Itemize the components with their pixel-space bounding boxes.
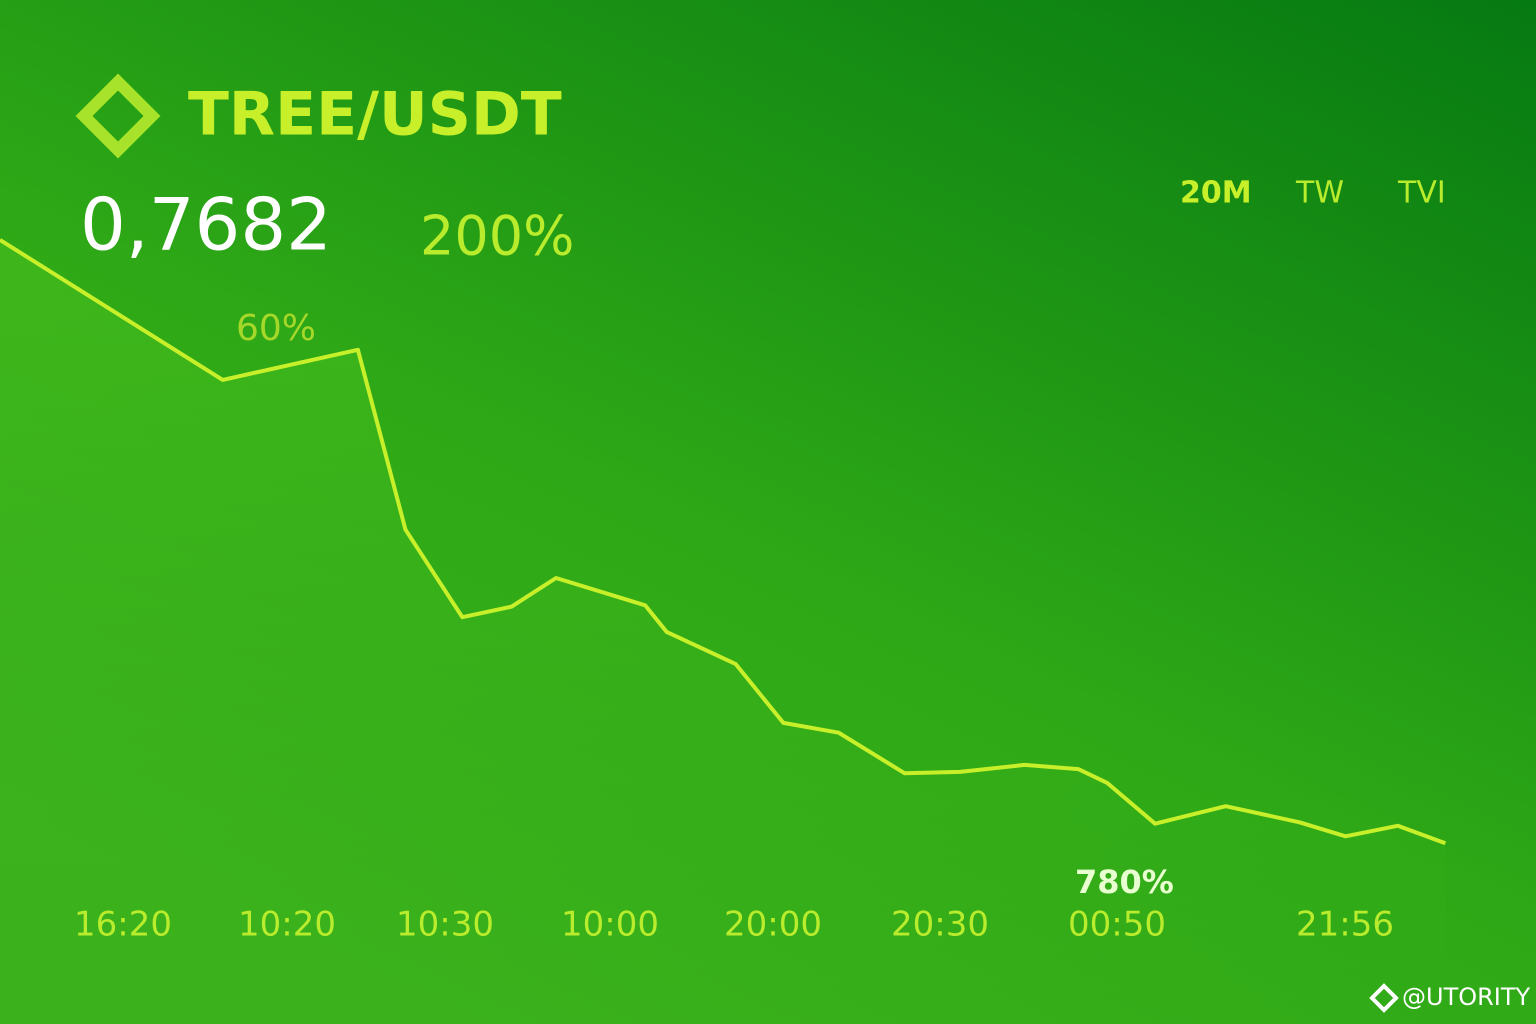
x-tick-label: 10:20 — [238, 905, 336, 945]
x-tick-label: 10:30 — [396, 905, 494, 945]
timeframe-button[interactable]: 20M — [1180, 176, 1252, 211]
price-line — [0, 238, 1447, 846]
area — [0, 239, 1446, 1024]
x-tick-label: 10:00 — [561, 905, 659, 945]
pair-title: TREE/USDT — [188, 80, 562, 150]
x-tick-label: 00:50 — [1068, 905, 1166, 945]
watermark-icon — [1369, 983, 1399, 1013]
price: 0,7682 — [80, 183, 332, 267]
x-tick-label: 20:30 — [891, 905, 989, 945]
x-tick-label: 21:56 — [1296, 905, 1394, 945]
timeframe-button[interactable]: TW — [1295, 176, 1344, 211]
annotation: 780% — [1075, 863, 1174, 901]
annotation: 60% — [236, 308, 316, 349]
x-tick-label: 16:20 — [74, 905, 172, 945]
timeframe-button[interactable]: TVI — [1397, 176, 1446, 211]
change: 200% — [420, 205, 574, 268]
logo-icon — [75, 73, 161, 159]
watermark: @UTORITY — [1402, 983, 1531, 1011]
x-tick-label: 20:00 — [724, 905, 822, 945]
